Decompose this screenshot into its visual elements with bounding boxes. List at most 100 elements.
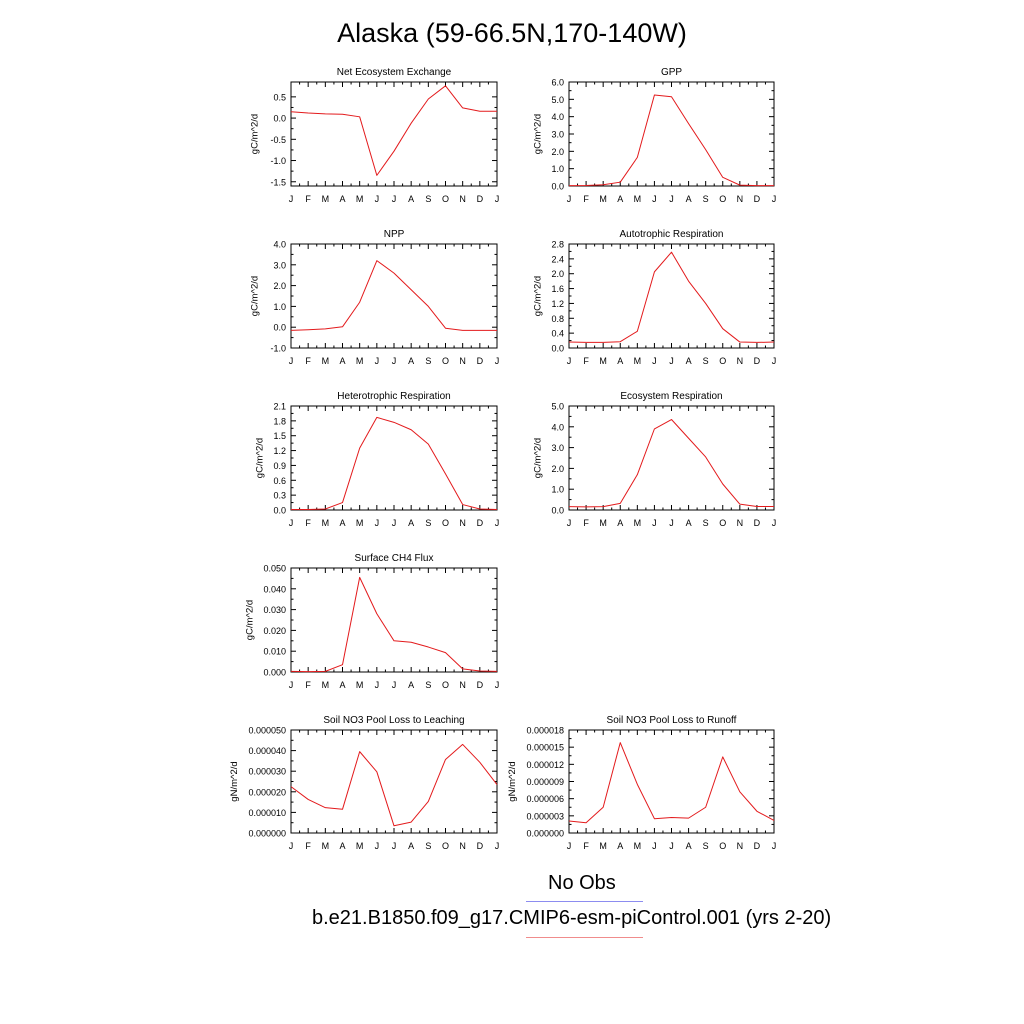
x-tick-label: D [477,356,484,366]
x-tick-label: S [425,356,431,366]
x-tick-label: N [459,680,466,690]
panel-title: GPP [661,67,682,78]
x-tick-label: M [634,841,642,851]
x-tick-label: F [305,680,311,690]
x-tick-label: F [305,841,311,851]
x-tick-label: J [495,194,500,204]
y-tick-label: 0.0 [273,114,286,124]
y-axis-label: gC/m^2/d [533,438,544,478]
x-tick-label: M [634,356,642,366]
x-tick-label: M [634,194,642,204]
x-tick-label: A [339,356,345,366]
x-tick-label: A [617,194,623,204]
series-line [568,419,774,508]
x-tick-label: N [459,841,466,851]
y-tick-label: 4.0 [273,240,286,250]
y-tick-label: 0.050 [263,564,286,574]
x-tick-label: J [289,680,294,690]
panel-title: Surface CH4 Flux [355,553,434,564]
x-tick-label: S [703,841,709,851]
x-tick-label: D [477,841,484,851]
series-line [568,742,775,824]
x-tick-label: J [392,518,397,528]
y-tick-label: 0.000003 [526,811,564,821]
x-tick-label: A [617,356,623,366]
x-tick-label: M [322,356,330,366]
y-tick-label: 2.0 [551,464,564,474]
legend-line-model [526,937,643,938]
x-tick-label: M [599,841,607,851]
y-tick-label: 0.000009 [526,777,564,787]
y-tick-label: 0.0 [273,323,286,333]
x-tick-label: J [289,356,294,366]
x-tick-label: A [408,518,414,528]
x-tick-label: M [356,518,364,528]
y-tick-label: 4.0 [551,422,564,432]
x-tick-label: J [772,841,777,851]
x-tick-label: O [442,356,449,366]
y-tick-label: -0.5 [270,135,286,145]
x-tick-label: J [289,518,294,528]
x-tick-label: J [772,356,777,366]
x-tick-label: J [375,518,380,528]
y-tick-label: 0.0 [551,344,564,354]
x-tick-label: O [442,518,449,528]
x-tick-label: O [719,194,726,204]
y-tick-label: 0.0 [551,506,564,516]
series-line [290,743,498,827]
y-tick-label: 0.030 [263,605,286,615]
y-tick-label: 2.0 [273,281,286,291]
panel-title: Net Ecosystem Exchange [337,67,452,78]
x-tick-label: A [408,194,414,204]
x-tick-label: N [459,356,466,366]
y-tick-label: -1.0 [270,156,286,166]
y-tick-label: 0.000012 [526,760,564,770]
y-tick-label: 0.000020 [248,787,286,797]
x-tick-label: O [442,841,449,851]
y-tick-label: -1.5 [270,177,286,187]
x-tick-label: M [599,518,607,528]
plot-frame [568,243,775,349]
x-tick-label: O [719,518,726,528]
y-tick-label: 0.020 [263,626,286,636]
page-title: Alaska (59-66.5N,170-140W) [337,18,687,48]
x-tick-label: N [737,841,744,851]
panel-title: NPP [384,229,405,240]
y-tick-label: 0.000018 [526,726,564,736]
y-tick-label: 1.0 [551,164,564,174]
x-tick-label: S [425,841,431,851]
x-tick-label: M [322,518,330,528]
series-line [291,416,498,510]
x-tick-label: M [599,194,607,204]
x-tick-label: N [459,518,466,528]
x-tick-label: D [754,518,761,528]
x-tick-label: J [392,841,397,851]
y-tick-label: 1.0 [551,485,564,495]
x-tick-label: D [477,194,484,204]
y-tick-label: 1.2 [273,446,286,456]
x-tick-label: J [495,841,500,851]
panel-title: Soil NO3 Pool Loss to Leaching [323,715,464,726]
y-tick-label: 1.8 [273,416,286,426]
x-tick-label: A [408,356,414,366]
y-tick-label: 0.000040 [248,746,286,756]
x-tick-label: M [322,194,330,204]
x-tick-label: A [339,194,345,204]
legend-line-obs [526,901,643,902]
x-tick-label: S [703,518,709,528]
y-tick-label: 4.0 [551,112,564,122]
x-tick-label: J [392,356,397,366]
y-tick-label: 0.000010 [248,808,286,818]
x-tick-label: J [567,356,572,366]
y-tick-label: 0.000000 [248,829,286,839]
x-tick-label: A [686,841,692,851]
y-tick-label: 1.6 [551,284,564,294]
x-tick-label: A [339,841,345,851]
y-tick-label: 1.2 [551,299,564,309]
x-tick-label: A [686,356,692,366]
x-tick-label: N [737,518,744,528]
